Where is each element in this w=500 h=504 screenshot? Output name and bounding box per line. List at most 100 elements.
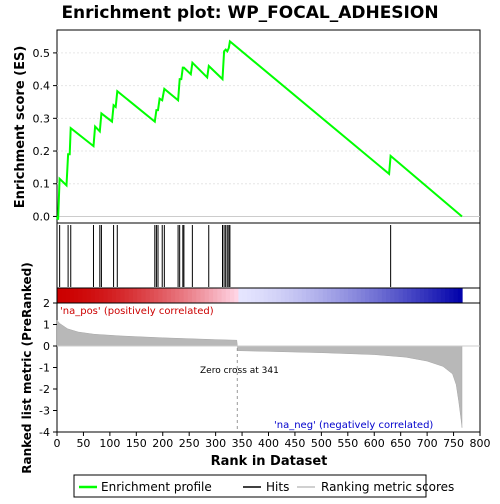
heatbar-segment — [57, 288, 62, 303]
x-tick-label: 700 — [417, 437, 438, 450]
heatbar-segment — [187, 288, 193, 303]
heatbar-segment — [225, 288, 231, 303]
heatbar-segment — [276, 288, 282, 303]
heatbar-segment — [415, 288, 421, 303]
heatbar-segment — [154, 288, 159, 303]
heatbar-segment — [90, 288, 96, 303]
es-y-tick-label: 0.5 — [33, 47, 51, 60]
heatbar-segment — [73, 288, 79, 303]
x-tick-label: 100 — [99, 437, 120, 450]
heatbar-segment — [360, 288, 366, 303]
heatbar-segment — [284, 288, 290, 303]
legend-hits-label: Hits — [266, 480, 289, 494]
heatbar-segment — [398, 288, 404, 303]
heatbar-segment — [301, 288, 307, 303]
heatbar-segment — [293, 288, 299, 303]
heatbar-segment — [255, 288, 261, 303]
x-tick-label: 600 — [364, 437, 385, 450]
heatbar-segment — [179, 288, 185, 303]
heatbar-segment — [221, 288, 227, 303]
metric-panel-frame — [56, 302, 481, 433]
neg-annotation: 'na_neg' (negatively correlated) — [274, 420, 433, 431]
heatbar-segment — [116, 288, 121, 303]
legend-metric-label: Ranking metric scores — [321, 480, 454, 494]
heatbar-segment — [419, 288, 425, 303]
metric-area — [56, 319, 463, 428]
heatbar-segment — [128, 288, 134, 303]
heatbar-segment — [390, 288, 396, 303]
heatbar-segment — [428, 288, 434, 303]
heatbar-segment — [267, 288, 273, 303]
heatbar-segment — [158, 288, 164, 303]
metric-y-tick-label: -2 — [39, 383, 50, 396]
heatbar-segment — [331, 288, 337, 303]
x-tick-label: 250 — [179, 437, 200, 450]
heatbar-segment — [251, 288, 256, 303]
x-tick-label: 50 — [76, 437, 90, 450]
heatbar-segment — [124, 288, 130, 303]
heatbar-segment — [166, 288, 172, 303]
heatbar-segment — [170, 288, 176, 303]
x-tick-label: 450 — [284, 437, 305, 450]
heatbar-segment — [373, 288, 379, 303]
x-tick-label: 150 — [126, 437, 147, 450]
x-tick-label: 400 — [258, 437, 279, 450]
heatbar-segment — [78, 288, 83, 303]
heatbar-segment — [82, 288, 88, 303]
heatbar-segment — [111, 288, 117, 303]
heatbar-segment — [318, 288, 324, 303]
heatbar-segment — [327, 288, 332, 303]
heatbar-segment — [141, 288, 147, 303]
x-tick-label: 200 — [152, 437, 173, 450]
heatbar-segment — [61, 288, 67, 303]
x-tick-label: 550 — [337, 437, 358, 450]
heatbar-segment — [99, 288, 105, 303]
heatbar-segment — [436, 288, 442, 303]
metric-y-tick-label: 2 — [43, 297, 50, 310]
heatbar-segment — [343, 288, 349, 303]
heatbar-segment — [411, 288, 417, 303]
es-y-tick-label: 0.0 — [33, 210, 51, 223]
heatbar-segment — [103, 288, 109, 303]
heatbar-segment — [192, 288, 197, 303]
heatbar-segment — [196, 288, 202, 303]
heatbar-segment — [246, 288, 252, 303]
heatbar-segment — [120, 288, 126, 303]
pos-annotation: 'na_pos' (positively correlated) — [60, 306, 214, 317]
metric-y-axis-label: Ranked list metric (PreRanked) — [20, 262, 34, 474]
heatbar-segment — [310, 288, 315, 303]
es-y-tick-label: 0.2 — [33, 145, 51, 158]
x-tick-label: 800 — [470, 437, 491, 450]
heatbar-segment — [280, 288, 286, 303]
heatbar-segment — [377, 288, 383, 303]
legend-box — [73, 474, 427, 498]
heatbar-segment — [457, 288, 463, 303]
heatbar-segment — [149, 288, 155, 303]
x-tick-label: 0 — [54, 437, 61, 450]
heatbar-segment — [200, 288, 206, 303]
heatbar-segment — [137, 288, 142, 303]
heatbar-segment — [386, 288, 391, 303]
heatbar-segment — [356, 288, 362, 303]
heatbar-segment — [381, 288, 387, 303]
heatbar-segment — [162, 288, 168, 303]
heatbar-segment — [394, 288, 400, 303]
heatbar-segment — [305, 288, 311, 303]
heatbar-segment — [234, 288, 240, 303]
heatbar-segment — [204, 288, 210, 303]
heatbar-segment — [322, 288, 328, 303]
metric-y-tick-label: -4 — [39, 426, 50, 439]
heatbar-segment — [453, 288, 459, 303]
metric-y-tick-label: 0 — [43, 340, 50, 353]
metric-y-tick-label: -3 — [39, 405, 50, 418]
heatbar-segment — [445, 288, 450, 303]
heatbar-segment — [314, 288, 320, 303]
es-y-axis-label: Enrichment score (ES) — [13, 46, 28, 209]
heatbar-segment — [107, 288, 113, 303]
es-y-tick-label: 0.4 — [33, 80, 51, 93]
x-axis-label: Rank in Dataset — [211, 454, 328, 469]
heatbar-segment — [364, 288, 370, 303]
heatbar-segment — [183, 288, 189, 303]
